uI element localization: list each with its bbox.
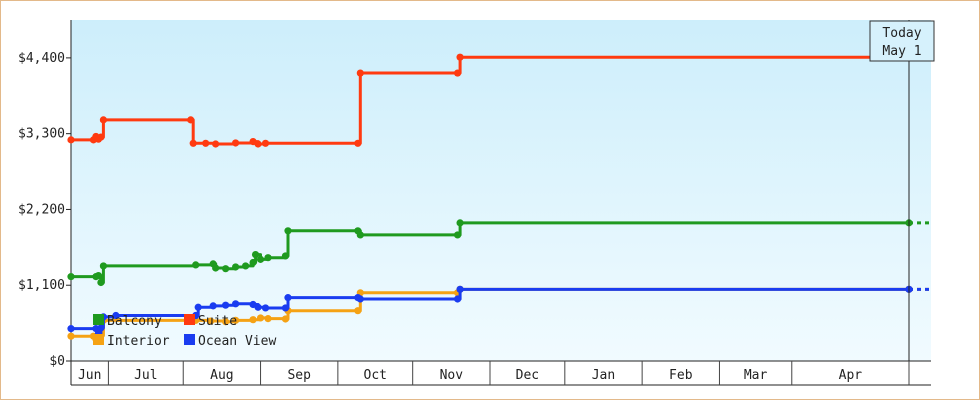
data-point — [356, 231, 364, 239]
data-point — [209, 302, 217, 310]
data-point — [207, 317, 215, 325]
data-point — [97, 324, 105, 332]
data-point — [264, 315, 272, 323]
data-point — [241, 262, 250, 270]
y-axis: $0 $1,100 $2,200 $3,300 $4,400 — [18, 20, 72, 369]
data-point — [356, 295, 364, 303]
series-balcony — [67, 219, 931, 287]
data-point — [67, 136, 75, 144]
data-point — [453, 231, 462, 239]
data-point — [281, 304, 290, 312]
legend-label: Suite — [198, 314, 237, 329]
x-tick-label: Apr — [839, 368, 863, 383]
y-tick-label: $1,100 — [18, 278, 65, 293]
data-point — [99, 116, 108, 124]
data-point — [212, 264, 220, 272]
x-tick-label: Jul — [134, 368, 157, 383]
x-tick-label: Sep — [287, 368, 311, 383]
data-point — [232, 316, 240, 324]
data-point — [284, 227, 292, 235]
x-tick-label: Jun — [78, 368, 101, 383]
legend-swatch — [93, 334, 104, 345]
data-point — [99, 262, 108, 270]
legend-item: Ocean View — [184, 334, 276, 349]
legend-label: Balcony — [107, 314, 162, 329]
data-point — [256, 314, 265, 322]
data-point — [232, 300, 240, 308]
data-point — [254, 140, 262, 148]
data-point — [264, 254, 272, 262]
x-tick-label: Aug — [210, 368, 233, 383]
data-point — [187, 116, 195, 124]
data-point — [67, 332, 75, 340]
data-point — [251, 250, 260, 259]
data-point — [222, 301, 230, 309]
today-marker: Today May 1 — [869, 20, 935, 361]
data-point — [249, 316, 257, 324]
data-point — [456, 285, 464, 293]
data-point — [112, 311, 120, 320]
data-point — [453, 69, 462, 77]
data-point — [254, 303, 262, 311]
x-tick-label: Oct — [364, 368, 387, 383]
y-tick-label: $0 — [49, 354, 65, 369]
data-point — [189, 139, 197, 147]
data-point — [284, 294, 292, 302]
data-point — [261, 304, 270, 312]
x-tick-label: Nov — [440, 368, 464, 383]
data-point — [232, 263, 240, 271]
data-point — [67, 273, 75, 281]
x-tick-label: Mar — [744, 368, 768, 383]
data-point — [67, 325, 75, 333]
data-point — [356, 69, 364, 77]
data-point — [232, 139, 240, 147]
data-point — [281, 315, 290, 323]
data-point — [354, 139, 362, 147]
today-box — [869, 20, 935, 62]
data-point — [222, 265, 230, 273]
legend-swatch — [184, 314, 195, 325]
y-tick-label: $4,400 — [18, 51, 65, 66]
x-tick-label: Feb — [669, 368, 693, 383]
legend-swatch — [93, 314, 104, 325]
legend-label: Interior — [107, 334, 170, 349]
data-point — [261, 139, 270, 147]
data-point — [354, 307, 362, 315]
data-point — [456, 219, 464, 227]
today-label: Today — [882, 26, 921, 41]
legend-swatch — [184, 334, 195, 345]
y-tick-label: $2,200 — [18, 202, 65, 217]
data-point — [453, 295, 462, 303]
data-point — [222, 318, 230, 326]
data-point — [281, 252, 290, 260]
data-point — [212, 140, 220, 148]
data-point — [192, 261, 200, 269]
data-point — [202, 139, 210, 147]
x-tick-label: Jan — [592, 368, 615, 383]
data-point — [94, 271, 103, 280]
today-date: May 1 — [882, 44, 921, 59]
legend: Balcony Suite Interior Ocean View — [93, 314, 276, 349]
data-point — [256, 255, 265, 263]
x-tick-label: Dec — [516, 368, 539, 383]
data-point — [456, 53, 464, 61]
legend-label: Ocean View — [198, 334, 276, 349]
data-point — [97, 133, 105, 141]
data-point — [194, 303, 202, 311]
legend-item: Suite — [184, 314, 237, 329]
data-point — [249, 258, 257, 267]
legend-item: Interior — [93, 334, 170, 349]
y-tick-label: $3,300 — [18, 127, 65, 142]
legend-item: Balcony — [93, 314, 162, 329]
x-axis: Jun Jul Aug Sep Oct Nov Dec Jan Feb Mar Apr — [70, 360, 931, 386]
data-point — [97, 278, 105, 287]
